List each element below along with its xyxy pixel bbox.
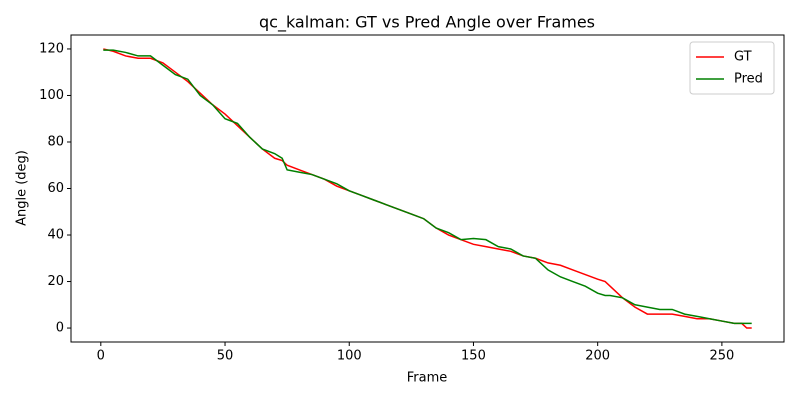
chart-title: qc_kalman: GT vs Pred Angle over Frames xyxy=(259,13,595,33)
x-tick-label: 250 xyxy=(709,349,734,364)
y-tick-label: 60 xyxy=(47,181,64,196)
x-tick-label: 50 xyxy=(217,349,234,364)
legend-box xyxy=(689,41,775,95)
legend-label: Pred xyxy=(734,72,763,87)
legend-label: GT xyxy=(734,50,752,65)
x-tick-label: 100 xyxy=(337,349,362,364)
y-tick-label: 40 xyxy=(47,228,64,243)
y-tick-label: 80 xyxy=(47,134,64,149)
y-axis-label: Angle (deg) xyxy=(15,150,30,226)
data-line xyxy=(103,49,752,325)
y-tick-label: 120 xyxy=(39,41,64,56)
x-tick-label: 0 xyxy=(97,349,105,364)
x-tick-label: 200 xyxy=(585,349,610,364)
plot-frame xyxy=(70,34,785,343)
y-tick-label: 100 xyxy=(39,88,64,103)
x-tick-label: 150 xyxy=(461,349,486,364)
y-tick-label: 20 xyxy=(47,274,64,289)
x-axis-label: Frame xyxy=(407,371,448,386)
y-tick-label: 0 xyxy=(56,321,64,336)
